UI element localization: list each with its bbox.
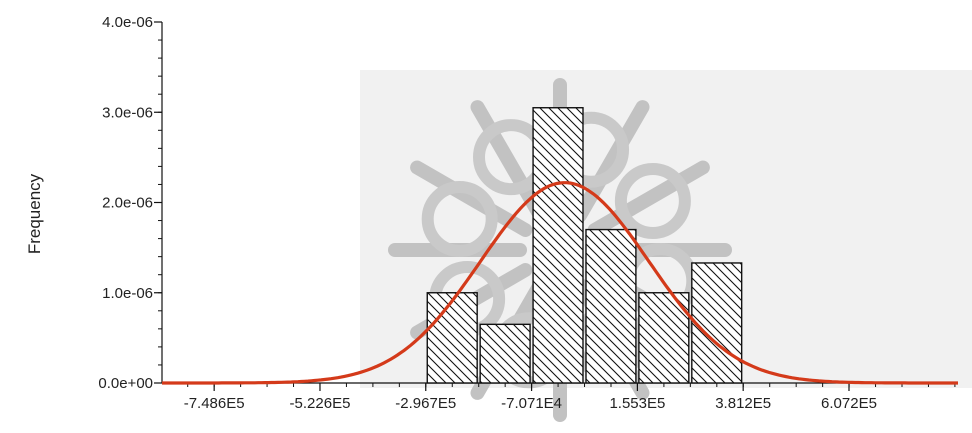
y-axis-title: Frequency [25,173,44,254]
x-tick-label: -5.226E5 [290,395,351,412]
histogram-bar [426,292,478,384]
x-tick-label: -7.486E5 [184,395,245,412]
y-tick-label: 3.0e-06 [102,104,153,121]
watermark-spoke [573,100,650,223]
histogram-bar [479,323,531,384]
y-tick-label: 0.0e+00 [98,375,153,392]
watermark-ring [614,163,691,240]
x-axis: -7.486E5 -5.226E5 -2.967E5 -7.071E4 1.553E5 3… [162,382,958,412]
watermark-spoke [410,160,533,237]
y-tick-label: 4.0e-06 [102,14,153,31]
histogram-bar [691,262,743,384]
x-tick-label: 6.072E5 [821,395,877,412]
watermark-ring [421,180,498,257]
x-tick-label: -2.967E5 [395,395,456,412]
y-tick-label: 1.0e-06 [102,285,153,302]
x-tick-label: 3.812E5 [715,395,771,412]
histogram-bars [426,107,743,384]
normal-fit-curve [162,181,958,385]
y-tick-label: 2.0e-06 [102,195,153,212]
watermark-spoke [587,160,710,237]
x-tick-label: 1.553E5 [609,395,665,412]
histogram-bar [638,292,690,384]
x-tick-label: -7.071E4 [501,395,562,412]
histogram-bar [532,107,584,384]
y-axis: 0.0e+00 1.0e-06 2.0e-06 3.0e-06 4.0e-06 [98,14,163,392]
histogram-bar [585,228,637,384]
